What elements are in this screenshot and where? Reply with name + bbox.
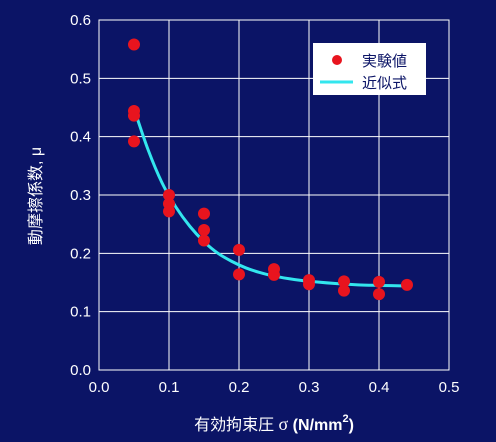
y-tick-label: 0.0 — [70, 362, 91, 379]
y-tick-label: 0.6 — [70, 12, 91, 29]
x-axis-title: 有効拘束圧 σ (N/mm2) — [194, 413, 354, 434]
data-point-experimental — [198, 224, 210, 236]
data-point-experimental — [198, 207, 210, 220]
x-axis-title-unit: (N/mm — [288, 417, 342, 434]
data-point-experimental — [373, 275, 385, 288]
x-axis-title-superscript: 2 — [342, 413, 348, 425]
data-point-experimental — [401, 278, 413, 291]
y-tick-labels: 0.0 0.1 0.2 0.3 0.4 0.5 0.6 — [70, 12, 91, 379]
x-tick-label: 0.4 — [369, 379, 390, 396]
data-point-experimental — [233, 243, 245, 256]
x-tick-label: 0.0 — [89, 379, 110, 396]
data-point-experimental — [303, 278, 315, 291]
data-point-experimental — [163, 205, 175, 218]
y-tick-label: 0.4 — [70, 129, 91, 146]
legend: 実験値 近似式 — [313, 43, 426, 95]
y-tick-label: 0.1 — [70, 304, 91, 321]
y-tick-label: 0.2 — [70, 245, 91, 262]
x-axis-title-close: ) — [349, 417, 354, 434]
data-point-experimental — [373, 288, 385, 301]
data-point-experimental — [128, 135, 140, 148]
data-points — [128, 38, 413, 301]
y-tick-label: 0.5 — [70, 70, 91, 87]
x-tick-label: 0.3 — [299, 379, 320, 396]
legend-label-fit: 近似式 — [362, 75, 407, 92]
data-point-experimental — [128, 109, 140, 122]
data-point-experimental — [338, 284, 350, 297]
y-axis-title: 動摩擦係数, μ — [27, 147, 45, 245]
legend-label-experimental: 実験値 — [362, 53, 407, 70]
x-tick-label: 0.2 — [229, 379, 250, 396]
data-point-experimental — [163, 189, 175, 201]
x-tick-label: 0.1 — [159, 379, 180, 396]
plot-area-border — [98, 19, 450, 371]
x-axis-title-sigma: σ — [279, 414, 289, 434]
data-point-experimental — [233, 268, 245, 281]
data-point-experimental — [198, 234, 210, 247]
y-tick-label: 0.3 — [70, 187, 91, 204]
legend-marker-experimental — [332, 55, 342, 65]
data-point-experimental — [128, 38, 140, 51]
x-tick-labels: 0.0 0.1 0.2 0.3 0.4 0.5 — [89, 379, 460, 396]
data-point-experimental — [338, 275, 350, 288]
data-point-experimental — [268, 268, 280, 281]
x-tick-label: 0.5 — [439, 379, 460, 396]
x-axis-title-main: 有効拘束圧 — [194, 416, 278, 434]
legend-box — [313, 43, 426, 95]
